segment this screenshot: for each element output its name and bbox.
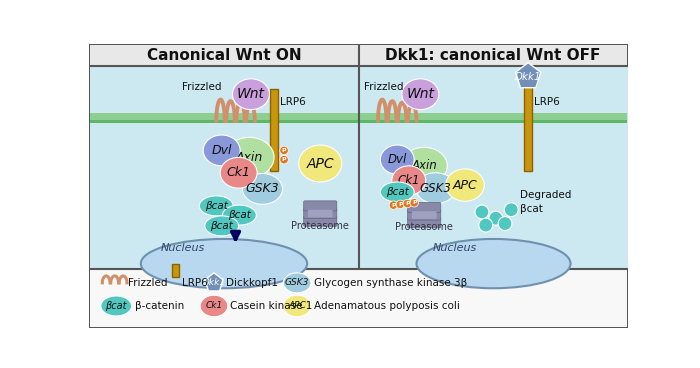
- Bar: [90, 268, 627, 327]
- Ellipse shape: [220, 158, 257, 188]
- Text: APC: APC: [453, 178, 477, 192]
- Text: Wnt: Wnt: [406, 87, 434, 101]
- Bar: [90, 45, 627, 67]
- Circle shape: [475, 205, 489, 219]
- Text: βcat: βcat: [205, 201, 228, 211]
- Ellipse shape: [284, 273, 311, 293]
- FancyBboxPatch shape: [304, 209, 337, 219]
- FancyBboxPatch shape: [524, 79, 532, 171]
- Ellipse shape: [225, 137, 274, 177]
- Text: APC: APC: [307, 156, 334, 170]
- Ellipse shape: [203, 135, 240, 166]
- Circle shape: [389, 201, 398, 209]
- Text: Ck1: Ck1: [398, 174, 420, 187]
- Text: Dvl: Dvl: [211, 144, 232, 157]
- Text: Nucleus: Nucleus: [160, 243, 204, 252]
- Text: Dvl: Dvl: [388, 153, 407, 166]
- Text: Glycogen synthase kinase 3β: Glycogen synthase kinase 3β: [314, 278, 468, 288]
- Text: P: P: [281, 148, 286, 153]
- Text: β-catenin: β-catenin: [134, 301, 184, 311]
- FancyBboxPatch shape: [270, 89, 278, 171]
- Bar: [90, 113, 627, 123]
- Text: LRP6: LRP6: [182, 278, 207, 288]
- Ellipse shape: [242, 174, 283, 204]
- Polygon shape: [205, 273, 223, 291]
- Ellipse shape: [141, 239, 307, 288]
- Ellipse shape: [416, 173, 456, 204]
- Text: Wnt: Wnt: [237, 87, 265, 101]
- Text: βcat: βcat: [386, 187, 409, 197]
- Text: P: P: [412, 200, 416, 205]
- FancyBboxPatch shape: [304, 216, 337, 226]
- Ellipse shape: [199, 196, 233, 216]
- Text: Ck1: Ck1: [227, 166, 251, 179]
- FancyBboxPatch shape: [172, 264, 178, 277]
- Text: Canonical Wnt ON: Canonical Wnt ON: [147, 48, 301, 63]
- Ellipse shape: [200, 295, 228, 317]
- Text: Frizzled: Frizzled: [127, 278, 167, 288]
- Text: Dickkopf1: Dickkopf1: [226, 278, 279, 288]
- Ellipse shape: [392, 166, 426, 195]
- Ellipse shape: [416, 239, 570, 288]
- FancyBboxPatch shape: [304, 201, 337, 211]
- Text: Frizzled: Frizzled: [364, 82, 404, 92]
- Ellipse shape: [223, 205, 256, 225]
- Text: Nucleus: Nucleus: [433, 243, 477, 252]
- FancyBboxPatch shape: [407, 218, 441, 228]
- FancyBboxPatch shape: [308, 210, 332, 217]
- Text: LRP6: LRP6: [280, 97, 306, 107]
- Ellipse shape: [204, 216, 239, 236]
- Text: APC: APC: [288, 301, 306, 311]
- Ellipse shape: [380, 145, 414, 174]
- Ellipse shape: [101, 296, 132, 316]
- FancyBboxPatch shape: [90, 45, 627, 327]
- Text: LRP6: LRP6: [534, 97, 560, 107]
- Text: Frizzled: Frizzled: [182, 82, 221, 92]
- Text: Axin: Axin: [412, 159, 437, 172]
- Ellipse shape: [446, 169, 484, 201]
- Polygon shape: [516, 63, 540, 88]
- Text: βcat: βcat: [106, 301, 127, 311]
- Text: P: P: [281, 157, 286, 162]
- Text: GSK3: GSK3: [420, 182, 452, 195]
- Text: Dkk1: canonical Wnt OFF: Dkk1: canonical Wnt OFF: [385, 48, 601, 63]
- Text: Axin: Axin: [236, 151, 263, 164]
- Circle shape: [479, 218, 493, 232]
- Circle shape: [403, 199, 412, 208]
- Ellipse shape: [380, 182, 414, 202]
- Text: P: P: [398, 202, 402, 207]
- Ellipse shape: [299, 145, 342, 182]
- Text: Dkk1: Dkk1: [202, 278, 225, 287]
- Circle shape: [280, 155, 288, 164]
- Bar: [90, 67, 358, 269]
- Ellipse shape: [232, 79, 270, 110]
- Circle shape: [498, 217, 512, 230]
- Text: Proteasome: Proteasome: [395, 222, 453, 233]
- Bar: [358, 67, 629, 269]
- Text: Casein kinase 1: Casein kinase 1: [230, 301, 312, 311]
- FancyBboxPatch shape: [407, 202, 441, 212]
- Ellipse shape: [401, 147, 447, 184]
- Text: Adenamatous polyposis coli: Adenamatous polyposis coli: [314, 301, 460, 311]
- Text: βcat: βcat: [228, 210, 251, 220]
- Circle shape: [280, 146, 288, 155]
- Circle shape: [504, 203, 518, 217]
- Text: Proteasome: Proteasome: [291, 221, 349, 231]
- Ellipse shape: [402, 79, 439, 110]
- FancyBboxPatch shape: [412, 211, 437, 219]
- Text: Degraded
βcat: Degraded βcat: [521, 190, 572, 213]
- Text: GSK3: GSK3: [285, 278, 309, 287]
- Text: Ck1: Ck1: [205, 301, 223, 311]
- Text: Dkk1: Dkk1: [514, 71, 542, 81]
- Text: βcat: βcat: [210, 221, 233, 231]
- Text: P: P: [391, 203, 395, 208]
- Circle shape: [489, 211, 503, 225]
- Bar: [90, 120, 627, 123]
- Text: P: P: [405, 201, 409, 206]
- Text: GSK3: GSK3: [246, 183, 279, 195]
- Circle shape: [396, 200, 405, 209]
- Ellipse shape: [284, 295, 311, 317]
- FancyBboxPatch shape: [407, 210, 441, 220]
- Circle shape: [410, 199, 419, 207]
